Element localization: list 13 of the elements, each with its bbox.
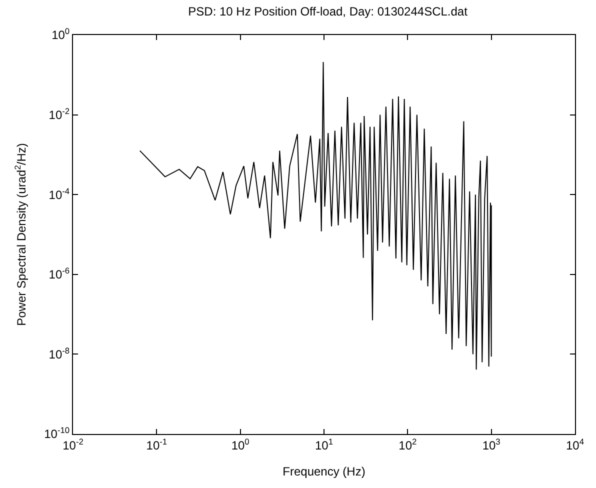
- x-tick-label: 10$^{2}$: [398, 436, 418, 452]
- x-tick-label: 10$^{3}$: [482, 436, 501, 452]
- chart-title: PSD: 10 Hz Position Off-load, Day: 0130244SCL.dat: [188, 4, 468, 19]
- y-tick-label: 10$^{-8}$: [48, 345, 70, 362]
- y-tick-label: 10$^{-6}$: [48, 266, 70, 282]
- y-tick-label: 10$^{-2}$: [48, 106, 70, 122]
- x-tick-label: 10$^{0}$: [231, 436, 250, 452]
- y-tick-label: 10$^{-4}$: [48, 186, 70, 202]
- x-tick-label: 10$^{1}$: [314, 436, 334, 452]
- x-axis-title: Frequency (Hz): [282, 464, 366, 478]
- y-tick-label: 10$^{0}$: [52, 26, 70, 42]
- x-tick-label: 10$^{-1}$: [146, 436, 168, 452]
- x-tick-label: 10$^{4}$: [566, 436, 584, 452]
